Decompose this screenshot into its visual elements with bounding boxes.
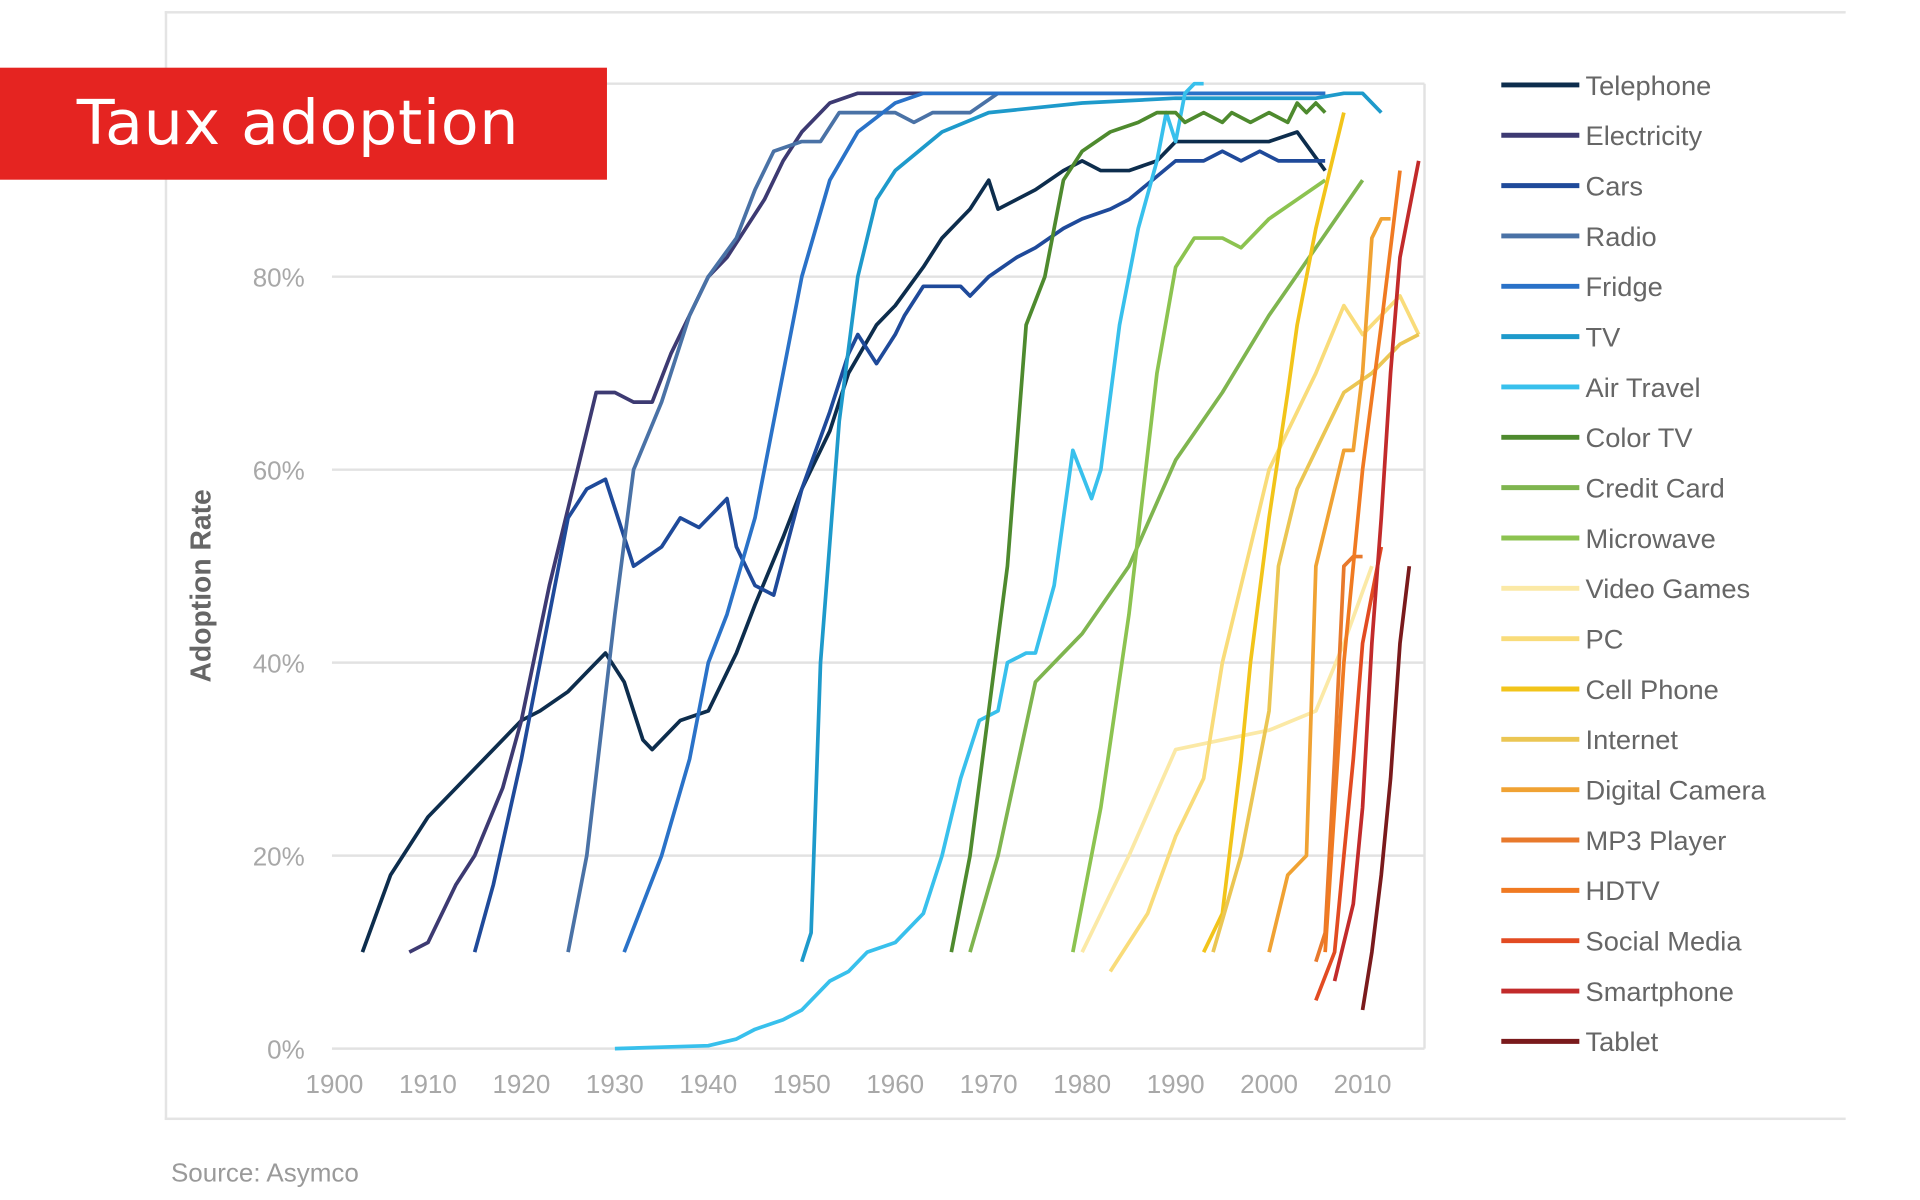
y-tick-labels: 0% 20% 40% 60% 80% bbox=[253, 265, 305, 1065]
legend-item: Credit Card bbox=[1501, 473, 1725, 504]
legend-item: Smartphone bbox=[1501, 976, 1734, 1007]
y-tick-label: 0% bbox=[267, 1037, 305, 1065]
x-tick-label: 1950 bbox=[773, 1071, 831, 1099]
y-tick-label: 40% bbox=[253, 651, 305, 679]
title-banner: Taux adoption bbox=[0, 67, 607, 180]
legend-item: Radio bbox=[1501, 221, 1657, 252]
legend-item: MP3 Player bbox=[1501, 825, 1726, 856]
x-tick-label: 1930 bbox=[586, 1071, 644, 1099]
series-line-tablet bbox=[1360, 565, 1412, 1011]
legend-item: Cars bbox=[1501, 171, 1644, 202]
y-tick-label: 20% bbox=[253, 844, 305, 872]
legend-item: Telephone bbox=[1501, 70, 1711, 101]
banner-title: Taux adoption bbox=[76, 87, 520, 159]
series-line-electricity bbox=[408, 91, 1326, 954]
legend-label: Smartphone bbox=[1586, 976, 1734, 1007]
x-tick-label: 1990 bbox=[1147, 1071, 1205, 1099]
legend-label: Electricity bbox=[1586, 120, 1703, 151]
x-tick-label: 1960 bbox=[866, 1071, 924, 1099]
legend-item: Air Travel bbox=[1501, 372, 1701, 403]
legend-label: Telephone bbox=[1586, 70, 1712, 101]
legend-item: HDTV bbox=[1501, 875, 1660, 906]
legend-label: Color TV bbox=[1586, 422, 1693, 453]
legend-label: Microwave bbox=[1586, 523, 1716, 554]
series-line-telephone bbox=[360, 130, 1327, 953]
legend-item: Social Media bbox=[1501, 926, 1742, 957]
series-line-digital-camera bbox=[1267, 216, 1391, 953]
legend-label: Credit Card bbox=[1586, 473, 1725, 504]
legend-item: Video Games bbox=[1501, 573, 1750, 604]
legend-item: Internet bbox=[1501, 724, 1678, 755]
series-lines bbox=[360, 81, 1421, 1051]
y-tick-label: 80% bbox=[253, 265, 305, 293]
x-tick-label: 2000 bbox=[1240, 1071, 1298, 1099]
legend-item: Color TV bbox=[1501, 422, 1693, 453]
legend-label: Digital Camera bbox=[1586, 775, 1767, 806]
x-tick-label: 1940 bbox=[679, 1071, 737, 1099]
y-tick-label: 60% bbox=[253, 458, 305, 486]
series-line-pc bbox=[1108, 294, 1421, 973]
series-line-microwave bbox=[1071, 178, 1327, 953]
x-tick-label: 1920 bbox=[492, 1071, 550, 1099]
legend-item: Cell Phone bbox=[1501, 674, 1719, 705]
source-note: Source: Asymco bbox=[170, 1159, 359, 1188]
x-tick-labels: 1900 1910 1920 1930 1940 1950 1960 1970 1980 1990… bbox=[306, 1071, 1392, 1099]
x-tick-label: 1900 bbox=[306, 1071, 364, 1099]
series-line-cell-phone bbox=[1201, 112, 1346, 953]
series-line-internet bbox=[1211, 332, 1420, 953]
legend-item: Microwave bbox=[1501, 523, 1716, 554]
legend-label: Air Travel bbox=[1586, 372, 1701, 403]
legend-label: HDTV bbox=[1586, 875, 1660, 906]
legend-item: PC bbox=[1501, 624, 1624, 655]
x-tick-label: 2010 bbox=[1334, 1071, 1392, 1099]
series-line-radio bbox=[566, 91, 1326, 953]
legend-label: Internet bbox=[1586, 724, 1679, 755]
legend-label: Fridge bbox=[1586, 271, 1663, 302]
legend-item: Digital Camera bbox=[1501, 775, 1767, 806]
legend-item: Fridge bbox=[1501, 271, 1663, 302]
legend-label: TV bbox=[1586, 322, 1621, 353]
legend-label: MP3 Player bbox=[1586, 825, 1727, 856]
x-tick-label: 1970 bbox=[960, 1071, 1018, 1099]
legend-label: PC bbox=[1586, 624, 1624, 655]
legend: Telephone Electricity Cars Radio Fridge TV Air… bbox=[1501, 70, 1767, 1057]
y-axis-label: Adoption Rate bbox=[185, 489, 217, 682]
legend-label: Cars bbox=[1586, 171, 1644, 202]
series-line-smartphone bbox=[1332, 160, 1421, 982]
x-tick-label: 1910 bbox=[399, 1071, 457, 1099]
series-line-social-media bbox=[1314, 546, 1384, 1002]
series-line-cars bbox=[472, 149, 1326, 953]
legend-item: Electricity bbox=[1501, 120, 1703, 151]
series-line-color-tv bbox=[949, 101, 1327, 953]
series-line-tv bbox=[800, 91, 1383, 963]
series-line-fridge bbox=[622, 91, 1326, 953]
legend-label: Radio bbox=[1586, 221, 1657, 252]
x-tick-label: 1980 bbox=[1053, 1071, 1111, 1099]
legend-label: Tablet bbox=[1586, 1026, 1659, 1057]
legend-item: TV bbox=[1501, 322, 1621, 353]
series-line-credit-card bbox=[968, 179, 1365, 953]
legend-label: Video Games bbox=[1586, 573, 1751, 604]
chart-panel bbox=[164, 11, 1846, 1121]
legend-label: Cell Phone bbox=[1586, 674, 1719, 705]
legend-label: Social Media bbox=[1586, 926, 1743, 957]
series-line-hdtv bbox=[1323, 170, 1402, 953]
legend-item: Tablet bbox=[1501, 1026, 1659, 1057]
series-line-air-travel bbox=[614, 81, 1204, 1051]
